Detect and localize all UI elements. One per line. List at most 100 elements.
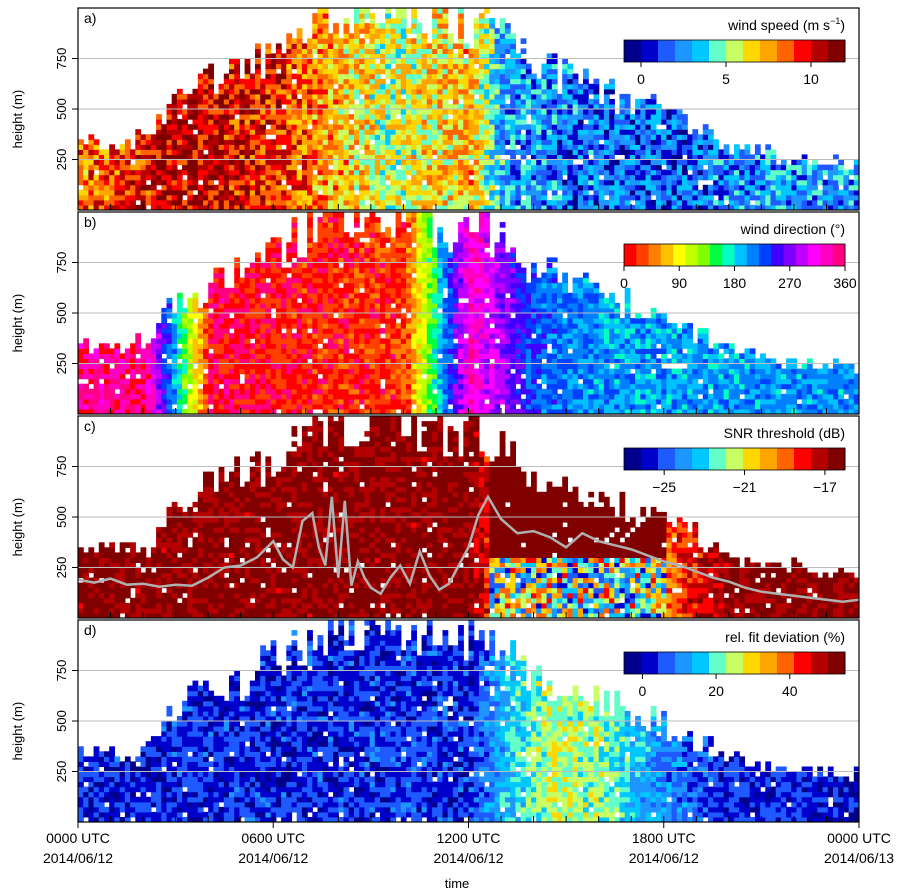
heatmap-cell bbox=[817, 189, 824, 196]
heatmap-cell bbox=[400, 109, 407, 115]
heatmap-cell bbox=[489, 68, 496, 75]
heatmap-cell bbox=[374, 184, 381, 191]
heatmap-cell bbox=[343, 98, 350, 105]
heatmap-cell bbox=[296, 184, 303, 191]
heatmap-cell bbox=[510, 103, 516, 110]
heatmap-cell bbox=[203, 154, 209, 160]
heatmap-cell bbox=[130, 189, 136, 196]
heatmap-cell bbox=[203, 388, 209, 395]
heatmap-cell bbox=[333, 237, 339, 243]
heatmap-cell bbox=[551, 149, 558, 155]
heatmap-cell bbox=[255, 154, 261, 160]
heatmap-cell bbox=[338, 292, 345, 299]
heatmap-cell bbox=[473, 73, 480, 80]
heatmap-cell bbox=[343, 323, 350, 329]
heatmap-cell bbox=[796, 174, 803, 181]
heatmap-cell bbox=[223, 398, 230, 405]
heatmap-cell bbox=[458, 103, 464, 110]
heatmap-cell bbox=[655, 174, 662, 181]
heatmap-cell bbox=[333, 338, 339, 344]
heatmap-cell bbox=[156, 194, 162, 201]
heatmap-cell bbox=[510, 144, 516, 150]
heatmap-cell bbox=[150, 159, 157, 166]
heatmap-cell bbox=[354, 169, 360, 176]
heatmap-cell bbox=[447, 93, 454, 100]
heatmap-cell bbox=[359, 63, 365, 70]
heatmap-cell bbox=[208, 287, 214, 294]
heatmap-cell bbox=[723, 184, 730, 191]
heatmap-cell bbox=[156, 144, 162, 150]
heatmap-cell bbox=[338, 103, 345, 110]
heatmap-cell bbox=[244, 184, 251, 191]
heatmap-cell bbox=[494, 139, 501, 145]
heatmap-cell bbox=[458, 73, 464, 80]
heatmap-cell bbox=[166, 134, 173, 140]
heatmap-cell bbox=[718, 179, 725, 186]
heatmap-cell bbox=[458, 33, 464, 39]
heatmap-cell bbox=[239, 388, 246, 395]
heatmap-cell bbox=[286, 73, 293, 80]
heatmap-cell bbox=[452, 93, 459, 100]
heatmap-cell bbox=[270, 333, 277, 339]
heatmap-cell bbox=[286, 388, 293, 395]
heatmap-cell bbox=[400, 68, 407, 75]
heatmap-cell bbox=[255, 93, 261, 100]
heatmap-cell bbox=[515, 88, 522, 95]
heatmap-cell bbox=[473, 78, 480, 85]
heatmap-cell bbox=[390, 48, 397, 54]
heatmap-cell bbox=[239, 292, 246, 299]
heatmap-cell bbox=[786, 174, 792, 181]
heatmap-cell bbox=[562, 204, 568, 210]
heatmap-cell bbox=[176, 398, 183, 405]
heatmap-cell bbox=[609, 184, 615, 191]
heatmap-cell bbox=[260, 318, 266, 324]
heatmap-cell bbox=[546, 93, 553, 100]
heatmap-cell bbox=[218, 323, 225, 329]
heatmap-cell bbox=[400, 23, 407, 29]
heatmap-cell bbox=[114, 353, 121, 359]
heatmap-cell bbox=[161, 169, 168, 176]
heatmap-cell bbox=[406, 63, 412, 70]
heatmap-cell bbox=[281, 287, 287, 294]
heatmap-cell bbox=[343, 393, 350, 400]
heatmap-cell bbox=[593, 154, 600, 160]
heatmap-cell bbox=[421, 93, 428, 100]
heatmap-cell bbox=[88, 194, 95, 201]
heatmap-cell bbox=[265, 48, 272, 54]
heatmap-cell bbox=[114, 149, 121, 155]
heatmap-cell bbox=[426, 159, 433, 166]
heatmap-cell bbox=[603, 184, 610, 191]
heatmap-cell bbox=[749, 174, 756, 181]
heatmap-cell bbox=[359, 119, 365, 125]
heatmap-cell bbox=[348, 333, 355, 339]
heatmap-cell bbox=[291, 398, 298, 405]
heatmap-cell bbox=[135, 408, 142, 414]
heatmap-cell bbox=[484, 8, 490, 14]
heatmap-cell bbox=[364, 78, 371, 85]
heatmap-cell bbox=[437, 28, 444, 34]
heatmap-cell bbox=[396, 0, 402, 4]
heatmap-cell bbox=[145, 373, 152, 380]
heatmap-cell bbox=[364, 8, 371, 14]
heatmap-cell bbox=[83, 338, 89, 344]
heatmap-cell bbox=[359, 23, 365, 29]
heatmap-cell bbox=[728, 204, 735, 210]
heatmap-cell bbox=[317, 242, 324, 248]
heatmap-cell bbox=[494, 28, 501, 34]
heatmap-cell bbox=[708, 159, 714, 166]
heatmap-cell bbox=[806, 179, 813, 186]
heatmap-cell bbox=[208, 328, 214, 334]
heatmap-cell bbox=[223, 73, 230, 80]
heatmap-cell bbox=[447, 53, 454, 59]
heatmap-cell bbox=[348, 38, 355, 44]
heatmap-cell bbox=[426, 139, 433, 145]
heatmap-cell bbox=[838, 194, 844, 201]
heatmap-cell bbox=[354, 38, 360, 44]
heatmap-cell bbox=[255, 109, 261, 115]
heatmap-cell bbox=[187, 313, 194, 319]
heatmap-cell bbox=[510, 129, 516, 135]
heatmap-cell bbox=[327, 43, 334, 49]
heatmap-cell bbox=[473, 58, 480, 65]
heatmap-cell bbox=[275, 287, 282, 294]
heatmap-cell bbox=[499, 174, 506, 181]
